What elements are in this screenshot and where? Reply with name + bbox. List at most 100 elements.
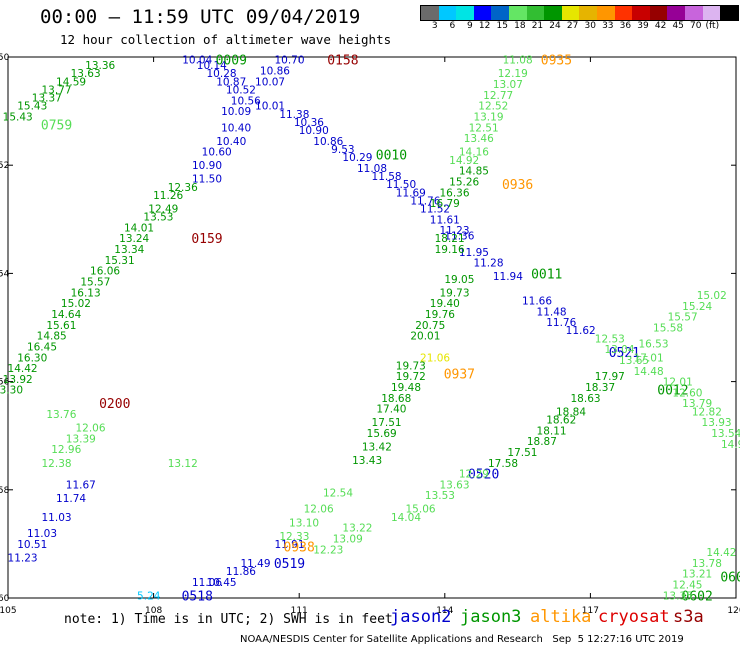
pass-time-label: 0200 [99,397,130,412]
wave-height-value: 11.03 [42,512,72,524]
legend-label: 6 [449,21,456,31]
legend-color-bar [420,5,739,21]
wave-height-value: 14.92 [721,439,740,451]
wave-height-value: 13.39 [66,433,96,445]
wave-height-value: 19.40 [430,298,460,310]
wave-height-value: 14.48 [634,366,664,378]
wave-height-value: 13.24 [119,233,149,245]
wave-height-value: 10.52 [226,84,256,96]
wave-height-value: 15.69 [367,428,397,440]
x-tick-label: 114 [436,606,453,616]
wave-height-value: 12.38 [42,458,72,470]
wave-height-value: 19.05 [444,274,474,286]
wave-height-value: 19.72 [396,371,426,383]
wave-height-value: 14.01 [124,222,154,234]
legend-swatch [632,6,650,20]
wave-height-value: 12.06 [304,504,334,516]
legend-swatch [720,6,738,20]
pass-time-label: 0159 [191,232,222,247]
wave-height-value: 13.53 [425,490,455,502]
wave-height-value: 13.19 [473,112,503,124]
legend-label: 15 [496,21,508,31]
pass-time-label: 0519 [274,557,305,572]
legend-label: 21 [531,21,544,31]
legend-label: 33 [602,21,614,31]
wave-height-value: 13.30 [0,385,23,397]
wave-height-value: 11.62 [566,325,596,337]
wave-height-value: 11.26 [153,190,183,202]
wave-height-value: 10.14 [197,60,227,72]
wave-height-value: 11.38 [279,109,309,121]
y-tick-label: -50 [0,53,10,63]
wave-height-value: 11.76 [546,317,576,329]
wave-height-value: 12.36 [168,182,198,194]
wave-height-value: 10.40 [216,136,246,148]
wave-height-value: 10.90 [299,125,329,137]
wave-height-value: 14.64 [51,309,81,321]
wave-height-value: 15.43 [3,112,33,124]
legend-label: 42 [654,21,667,31]
note-text: note: 1) Time is in UTC; 2) SWH is in fe… [64,612,393,627]
wave-height-value: 12.29 [459,469,489,481]
wave-height-value: 10.45 [207,577,237,589]
wave-height-value: 11.03 [27,528,57,540]
wave-height-value: 10.60 [202,147,232,159]
legend-swatch [596,6,615,20]
wave-height-value: 18.11 [537,425,567,437]
wave-height-value: 14.59 [56,76,86,88]
pass-time-label: 0937 [444,367,475,382]
wave-height-value: 14.16 [459,147,489,159]
wave-height-value: 10.09 [221,106,251,118]
wave-height-value: 11.66 [522,295,552,307]
satellite-s3a-label: s3a [673,607,704,627]
x-tick-label: 105 [0,606,17,616]
legend-label: 18 [514,21,526,31]
y-tick-label: -58 [0,486,10,496]
wave-height-value: 10.29 [342,152,372,164]
wave-height-value: 11.28 [473,258,503,270]
wave-height-value: 13.35 [663,590,693,602]
wave-height-value: 16.45 [27,341,57,353]
legend-label: 9 [467,21,473,31]
legend-swatch [649,6,668,20]
wave-height-value: 18.68 [381,393,411,405]
wave-height-value: 11.69 [396,187,426,199]
wave-height-value: 12.52 [478,101,508,113]
wave-height-value: 12.45 [672,579,702,591]
wave-height-value: 12.51 [469,122,499,134]
y-tick-label: -60 [0,594,10,604]
pass-time-label: 0602 [682,589,713,604]
wave-height-value: 13.63 [439,479,469,491]
satellite-jason2-label: jason2 [390,607,452,627]
wave-height-value: 11.74 [56,493,86,505]
wave-height-value: 14.85 [37,331,67,343]
wave-height-value: 15.02 [697,290,727,302]
legend-swatch [491,6,509,20]
wave-height-value: 14.42 [706,547,736,559]
wave-height-value: 15.58 [653,323,683,335]
legend-swatch [526,6,545,20]
wave-height-value: 17.58 [488,458,518,470]
wave-height-value: 16.53 [638,339,668,351]
pass-time-label: 0935 [541,54,572,69]
wave-height-value: 21.06 [420,352,450,364]
wave-height-value: 10.51 [17,539,47,551]
pass-time-label: 0009 [216,54,247,69]
wave-height-value: 11.48 [537,306,567,318]
wave-height-value: 12.60 [672,387,702,399]
wave-height-value: 11.06 [192,577,222,589]
satellite-cryosat-label: cryosat [598,607,670,627]
wave-height-value: 12.01 [663,377,693,389]
wave-height-value: 13.76 [46,409,76,421]
wave-height-value: 13.93 [702,417,732,429]
wave-height-value: 13.04 [604,344,634,356]
wave-height-value: 18.21 [435,233,465,245]
wave-height-value: 17.51 [507,447,537,459]
wave-height-value: 12.77 [483,90,513,102]
wave-height-value: 10.70 [274,55,304,67]
pass-time-label: 0518 [182,589,213,604]
wave-height-value: 10.87 [216,76,246,88]
wave-height-value: 11.23 [439,225,469,237]
color-legend: 3 6 9 12 15 18 21 24 27 30 33 36 39 42 45 70 (ft) [420,5,739,31]
wave-height-value: 13.36 [85,60,115,72]
